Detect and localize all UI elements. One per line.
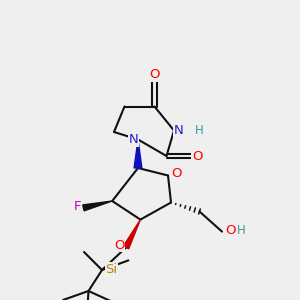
Text: O: O [149,68,160,81]
Text: H: H [194,124,203,137]
Text: N: N [128,133,138,146]
Polygon shape [83,201,112,211]
Text: N: N [174,124,184,137]
Text: O: O [192,149,202,163]
Text: O: O [114,238,124,252]
Text: O: O [171,167,181,180]
Text: Si: Si [106,262,118,276]
Text: F: F [74,200,81,213]
Text: H: H [236,224,245,237]
Polygon shape [123,220,140,249]
Text: O: O [225,224,236,237]
Polygon shape [134,140,142,168]
